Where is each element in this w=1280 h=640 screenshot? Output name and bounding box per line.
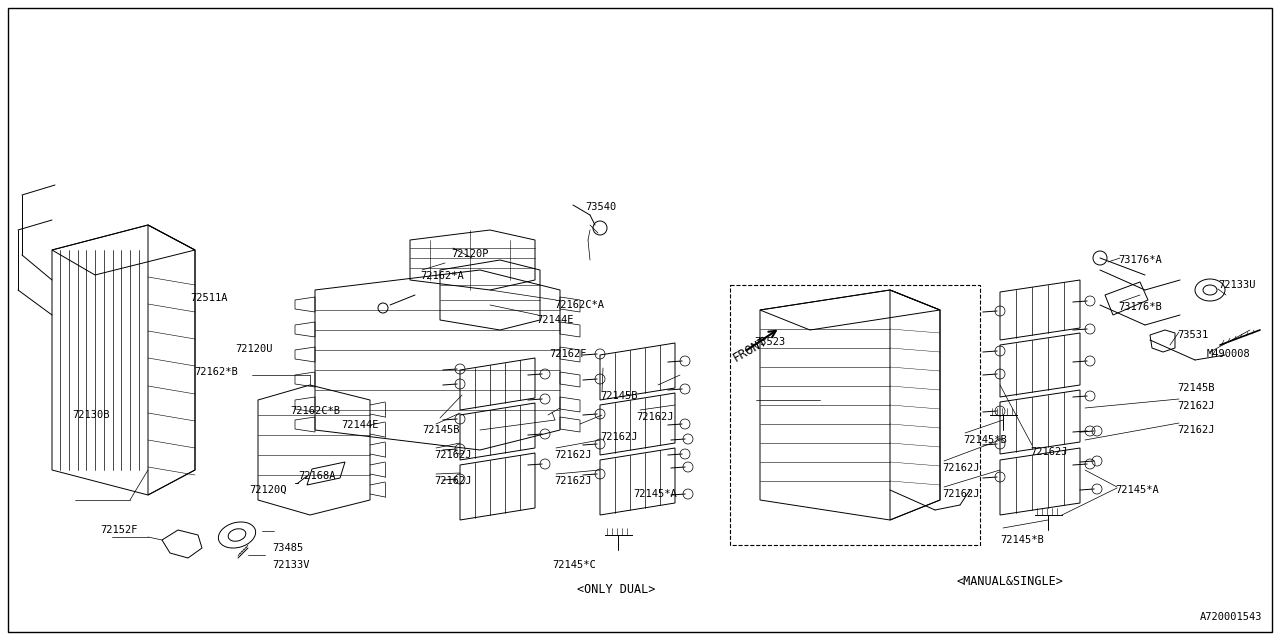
Text: 72162J: 72162J (434, 476, 471, 486)
Ellipse shape (219, 522, 256, 548)
Text: 72511A: 72511A (189, 293, 228, 303)
Text: 73176*B: 73176*B (1117, 302, 1162, 312)
Text: 72162J: 72162J (636, 412, 673, 422)
Ellipse shape (1196, 279, 1225, 301)
Text: 72162J: 72162J (600, 432, 637, 442)
Text: 72162C*B: 72162C*B (291, 406, 340, 416)
Text: 72162C*A: 72162C*A (554, 300, 604, 310)
Text: 72120U: 72120U (236, 344, 273, 354)
Text: FRONT: FRONT (731, 335, 769, 365)
Ellipse shape (228, 529, 246, 541)
Text: 73485: 73485 (273, 543, 303, 553)
Text: 72162J: 72162J (554, 450, 591, 460)
Text: A720001543: A720001543 (1199, 612, 1262, 622)
Text: 72145B: 72145B (422, 425, 460, 435)
Text: 73531: 73531 (1178, 330, 1208, 340)
Text: 72120P: 72120P (451, 249, 489, 259)
Ellipse shape (1203, 285, 1217, 295)
Text: 72145*B: 72145*B (1000, 535, 1043, 545)
Text: <MANUAL&SINGLE>: <MANUAL&SINGLE> (956, 575, 1064, 588)
Text: <ONLY DUAL>: <ONLY DUAL> (577, 583, 655, 596)
Text: 72145*A: 72145*A (1115, 485, 1158, 495)
Text: 72162J: 72162J (554, 476, 591, 486)
Bar (730, 285, 980, 545)
Text: 72162J: 72162J (1178, 425, 1215, 435)
Text: 72162*B: 72162*B (195, 367, 238, 377)
Text: 72120Q: 72120Q (250, 485, 287, 495)
Text: 72145*A: 72145*A (634, 489, 677, 499)
Text: 73523: 73523 (754, 337, 785, 347)
Text: 72145*C: 72145*C (552, 560, 595, 570)
Text: 72145B: 72145B (600, 391, 637, 401)
Text: 72145*B: 72145*B (963, 435, 1007, 445)
Text: 72133U: 72133U (1219, 280, 1256, 290)
Text: M490008: M490008 (1207, 349, 1251, 359)
Text: 72168A: 72168A (298, 471, 335, 481)
Text: 72162*A: 72162*A (420, 271, 463, 281)
Text: 72152F: 72152F (100, 525, 137, 535)
Text: 72130B: 72130B (72, 410, 110, 420)
Text: 72144E: 72144E (536, 315, 573, 325)
Text: 72162J: 72162J (434, 450, 471, 460)
Text: 72162J: 72162J (1030, 447, 1068, 457)
Text: 73176*A: 73176*A (1117, 255, 1162, 265)
Text: 73540: 73540 (585, 202, 616, 212)
Text: 72133V: 72133V (273, 560, 310, 570)
Polygon shape (1105, 282, 1148, 315)
Text: 72144E: 72144E (340, 420, 379, 430)
Text: 72162J: 72162J (942, 463, 979, 473)
Text: 72145B: 72145B (1178, 383, 1215, 393)
Text: 72162J: 72162J (942, 489, 979, 499)
Text: 72162F: 72162F (549, 349, 586, 359)
Text: 72162J: 72162J (1178, 401, 1215, 411)
